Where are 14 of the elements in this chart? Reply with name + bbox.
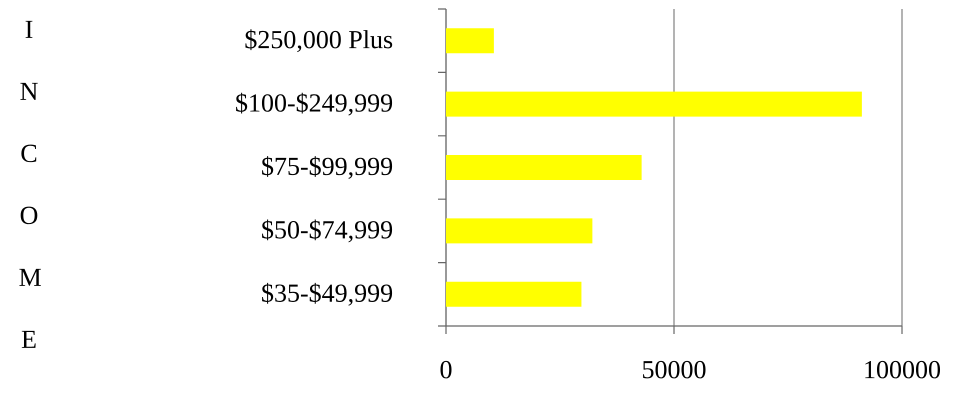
text: INCOME <box>19 20 41 348</box>
y-tick-label: $250,000 Plus <box>245 29 392 52</box>
y-tick-label: $75-$99,999 <box>262 156 392 179</box>
y-tick-label: $35-$49,999 <box>262 282 392 306</box>
bar <box>446 92 862 117</box>
x-tick-label: 100000 <box>865 360 940 378</box>
y-tick-label: $50-$74,999 <box>262 219 392 242</box>
y-tick-label: $100-$249,999 <box>236 92 392 116</box>
bar <box>446 28 494 54</box>
bar <box>446 155 642 180</box>
x-tick-label: 0 <box>440 360 452 378</box>
x-tick-label: 50000 <box>643 360 706 378</box>
bar <box>446 282 582 307</box>
bar <box>446 218 592 244</box>
